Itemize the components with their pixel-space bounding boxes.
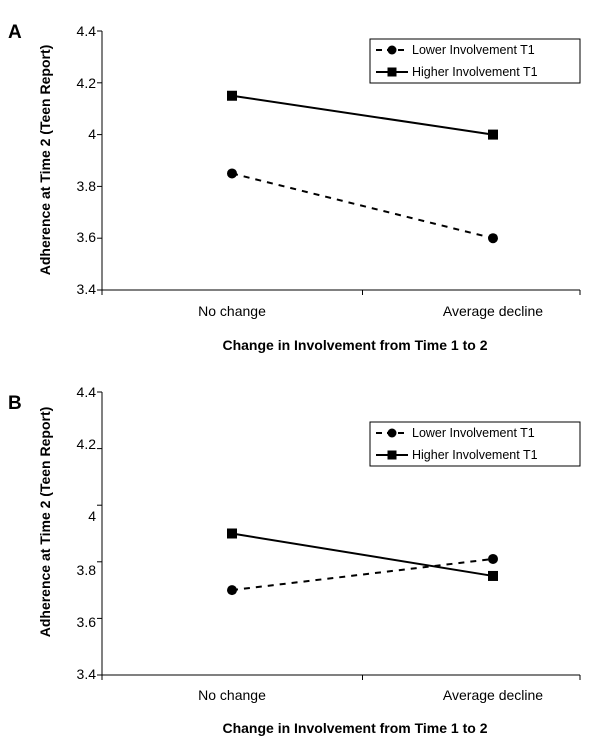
x-axis-title: Change in Involvement from Time 1 to 2 — [222, 720, 487, 736]
panel-label: B — [8, 393, 22, 414]
legend-label-lower: Lower Involvement T1 — [412, 43, 535, 57]
legend-label-higher: Higher Involvement T1 — [412, 65, 538, 79]
legend-marker-circle — [387, 45, 397, 55]
legend-label-higher: Higher Involvement T1 — [412, 448, 538, 462]
y-tick-label: 3.6 — [77, 229, 97, 245]
axes — [97, 30, 581, 295]
x-tick-label: Average decline — [443, 303, 543, 319]
y-tick-labels: 4.4 4.2 4 3.8 3.6 3.4 — [77, 23, 97, 297]
y-tick-labels: 4.4 4.2 4 3.8 3.6 3.4 — [77, 384, 97, 682]
series-line — [231, 172, 494, 240]
data-point-circle — [488, 553, 498, 564]
y-tick-label: 3.4 — [77, 666, 97, 682]
series-line — [231, 557, 494, 592]
data-point-circle — [227, 168, 237, 179]
x-tick-label: No change — [198, 303, 266, 319]
chart-panel-a: A Adherence at Time 2 (Teen Report) Chan… — [8, 22, 581, 353]
legend-box — [369, 421, 581, 467]
y-tick-label: 4 — [88, 126, 96, 142]
x-tick-label: Average decline — [443, 687, 543, 703]
panel-label: A — [8, 22, 22, 43]
y-tick-label: 3.4 — [77, 281, 97, 297]
legend: Lower Involvement T1 Higher Involvement … — [369, 421, 581, 467]
x-tick-label: No change — [198, 687, 266, 703]
legend-marker-square — [387, 450, 397, 460]
y-tick-label: 3.8 — [77, 562, 97, 578]
legend: Lower Involvement T1 Higher Involvement … — [369, 38, 581, 84]
series-line — [231, 94, 494, 136]
x-axis-title: Change in Involvement from Time 1 to 2 — [222, 337, 487, 353]
y-tick-label: 3.8 — [77, 178, 97, 194]
axes — [97, 391, 581, 680]
series-line — [231, 532, 494, 577]
y-axis-title: Adherence at Time 2 (Teen Report) — [37, 407, 53, 638]
data-point-square — [227, 90, 237, 101]
chart-panel-b: B Adherence at Time 2 (Teen Report) Chan… — [8, 384, 581, 736]
y-tick-label: 4.2 — [77, 75, 97, 91]
data-point-circle — [488, 233, 498, 244]
y-tick-label: 4.2 — [77, 436, 97, 452]
legend-marker-circle — [387, 428, 397, 438]
data-point-square — [488, 129, 498, 140]
data-point-circle — [227, 585, 237, 596]
y-tick-label: 4.4 — [77, 23, 97, 39]
data-point-square — [488, 570, 498, 581]
legend-box — [369, 38, 581, 84]
y-axis-title: Adherence at Time 2 (Teen Report) — [37, 45, 53, 276]
y-tick-label: 4.4 — [77, 384, 97, 400]
y-tick-label: 4 — [88, 508, 96, 524]
y-tick-label: 3.6 — [77, 614, 97, 630]
legend-label-lower: Lower Involvement T1 — [412, 426, 535, 440]
legend-marker-square — [387, 67, 397, 77]
data-point-square — [227, 528, 237, 539]
